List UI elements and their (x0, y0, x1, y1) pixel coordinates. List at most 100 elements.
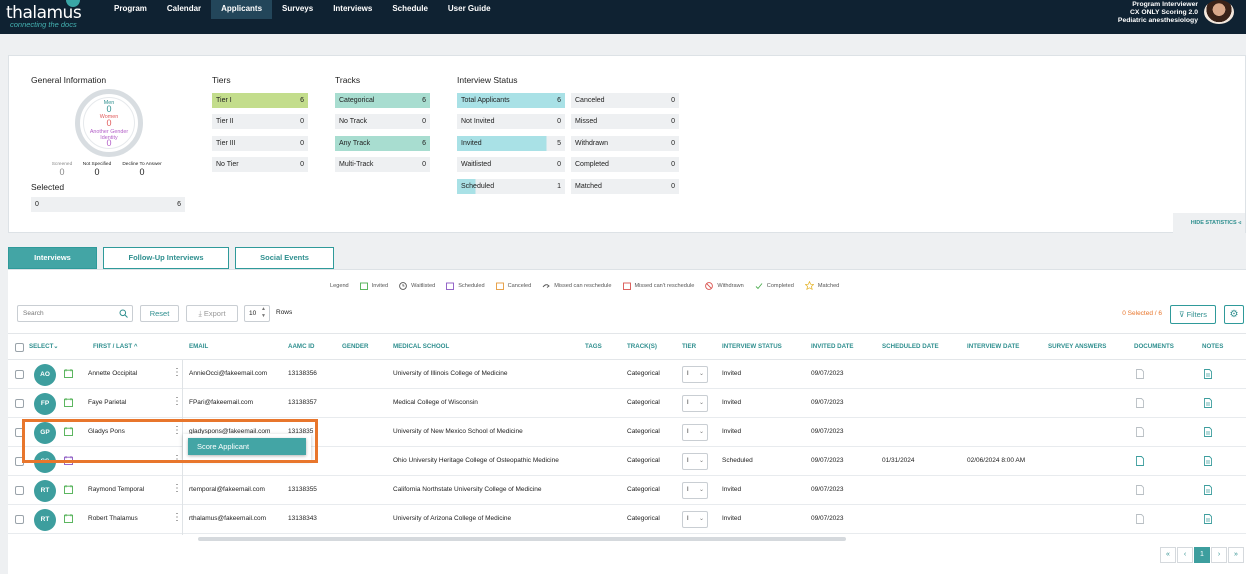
nav-applicants[interactable]: Applicants (211, 0, 273, 19)
col-invited-date[interactable]: INVITED DATE (811, 343, 854, 350)
rows-per-page-select[interactable]: 10 ▲ ▼ (244, 305, 270, 322)
tier-select[interactable]: I ⌄ (682, 511, 708, 528)
table-row[interactable]: GP Gladys Pons ⋮ gladyspons@fakeemail.com 13… (8, 418, 1246, 447)
table-row[interactable]: FP Faye Parietal ⋮ FPari@fakeemail.com 13138… (8, 389, 1246, 418)
col-survey-answers[interactable]: SURVEY ANSWERS (1048, 343, 1107, 350)
no-track-stat[interactable]: No Track 0 (335, 114, 430, 129)
row-actions-kebab-icon[interactable]: ⋮ (172, 454, 182, 465)
col-notes[interactable]: NOTES (1202, 343, 1224, 350)
notes-icon[interactable] (1204, 514, 1212, 524)
hide-statistics-button[interactable]: HIDE STATISTICS ◃ (1173, 213, 1245, 233)
row-checkbox[interactable] (15, 370, 24, 379)
row-checkbox[interactable] (15, 399, 24, 408)
applicant-avatar[interactable]: RT (34, 509, 56, 531)
applicant-name[interactable]: Faye Parietal (88, 399, 127, 406)
row-actions-kebab-icon[interactable]: ⋮ (172, 512, 182, 523)
matched-stat[interactable]: Matched 0 (571, 179, 679, 194)
nav-schedule[interactable]: Schedule (392, 4, 428, 13)
notes-icon[interactable] (1204, 427, 1212, 437)
last-page-button[interactable]: » (1228, 547, 1244, 563)
col-tags[interactable]: TAGS (585, 343, 602, 350)
row-actions-kebab-icon[interactable]: ⋮ (172, 425, 182, 436)
canceled-stat[interactable]: Canceled 0 (571, 93, 679, 108)
applicant-avatar[interactable]: SS (34, 451, 56, 473)
document-icon[interactable] (1136, 485, 1144, 495)
total-applicants-stat[interactable]: Total Applicants 6 (457, 93, 565, 108)
tab-interviews[interactable]: Interviews (8, 247, 97, 269)
notes-icon[interactable] (1204, 485, 1212, 495)
prev-page-button[interactable]: ‹ (1177, 547, 1193, 563)
nav-user-guide[interactable]: User Guide (447, 4, 491, 13)
row-actions-kebab-icon[interactable]: ⋮ (172, 483, 182, 494)
row-checkbox[interactable] (15, 428, 24, 437)
scheduled-stat[interactable]: Scheduled 1 (457, 179, 565, 194)
table-row[interactable]: AO Annette Occipital ⋮ AnnieOcci@fakeemail.… (8, 360, 1246, 389)
col-interview-status[interactable]: INTERVIEW STATUS (722, 343, 782, 350)
col-email[interactable]: EMAIL (189, 343, 209, 350)
tab-social-events[interactable]: Social Events (235, 247, 334, 269)
col-select[interactable]: SELECT⌄ (29, 343, 59, 350)
col-gender[interactable]: GENDER (342, 343, 369, 350)
tier-select[interactable]: I ⌄ (682, 482, 708, 499)
user-avatar[interactable] (1204, 0, 1234, 24)
applicant-name[interactable]: Robert Thalamus (88, 515, 138, 522)
completed-stat[interactable]: Completed 0 (571, 157, 679, 172)
col-first-last[interactable]: FIRST / LAST ^ (93, 343, 138, 350)
applicant-name[interactable]: Annette Occipital (88, 370, 138, 377)
tier-select[interactable]: I ⌄ (682, 395, 708, 412)
nav-calendar[interactable]: Calendar (166, 4, 202, 13)
tier-select[interactable]: I ⌄ (682, 453, 708, 470)
notes-icon[interactable] (1204, 398, 1212, 408)
any-track-stat[interactable]: Any Track 6 (335, 136, 430, 151)
row-actions-kebab-icon[interactable]: ⋮ (172, 367, 182, 378)
document-icon[interactable] (1136, 369, 1144, 379)
col-tracks[interactable]: TRACK(S) (627, 343, 657, 350)
reset-button[interactable]: Reset (140, 305, 179, 322)
col-interview-date[interactable]: INTERVIEW DATE (967, 343, 1020, 350)
applicant-avatar[interactable]: RT (34, 480, 56, 502)
tier-select[interactable]: I ⌄ (682, 366, 708, 383)
first-page-button[interactable]: « (1160, 547, 1176, 563)
col-scheduled-date[interactable]: SCHEDULED DATE (882, 343, 939, 350)
col-medical-school[interactable]: MEDICAL SCHOOL (393, 343, 450, 350)
table-row[interactable]: RT Robert Thalamus ⋮ rthalamus@fakeemail.co… (8, 505, 1246, 534)
row-checkbox[interactable] (15, 515, 24, 524)
document-icon[interactable] (1136, 427, 1144, 437)
applicant-avatar[interactable]: FP (34, 393, 56, 415)
categorical-stat[interactable]: Categorical 6 (335, 93, 430, 108)
applicant-name[interactable]: Raymond Temporal (88, 486, 145, 493)
withdrawn-stat[interactable]: Withdrawn 0 (571, 136, 679, 151)
nav-surveys[interactable]: Surveys (282, 4, 314, 13)
nav-interviews[interactable]: Interviews (333, 4, 373, 13)
document-icon[interactable] (1136, 398, 1144, 408)
tier-select[interactable]: I ⌄ (682, 424, 708, 441)
notes-icon[interactable] (1204, 369, 1212, 379)
tier-iii-stat[interactable]: Tier III 0 (212, 136, 308, 151)
table-row[interactable]: RT Raymond Temporal ⋮ rtemporal@fakeemail.c… (8, 476, 1246, 505)
no-tier-stat[interactable]: No Tier 0 (212, 157, 308, 172)
missed-stat[interactable]: Missed 0 (571, 114, 679, 129)
tab-follow-up-interviews[interactable]: Follow-Up Interviews (103, 247, 229, 269)
applicant-avatar[interactable]: GP (34, 422, 56, 444)
notes-icon[interactable] (1204, 456, 1212, 466)
export-button[interactable]: ⤓ Export (186, 305, 238, 322)
applicant-avatar[interactable]: AO (34, 364, 56, 386)
search-input[interactable]: Search (17, 305, 133, 322)
not-invited-stat[interactable]: Not Invited 0 (457, 114, 565, 129)
waitlisted-stat[interactable]: Waitlisted 0 (457, 157, 565, 172)
col-tier[interactable]: TIER (682, 343, 697, 350)
invited-stat[interactable]: Invited 5 (457, 136, 565, 151)
row-checkbox[interactable] (15, 457, 24, 466)
row-checkbox[interactable] (15, 486, 24, 495)
col-aamc-id[interactable]: AAMC ID (288, 343, 315, 350)
next-page-button[interactable]: › (1211, 547, 1227, 563)
filters-button[interactable]: ⊽ Filters (1170, 305, 1216, 324)
settings-gear-button[interactable]: ⚙ (1224, 305, 1244, 324)
tier-ii-stat[interactable]: Tier II 0 (212, 114, 308, 129)
multi-track-stat[interactable]: Multi-Track 0 (335, 157, 430, 172)
score-applicant-menu-item[interactable]: Score Applicant (188, 438, 306, 455)
applicant-name[interactable]: Gladys Pons (88, 428, 125, 435)
document-icon[interactable] (1136, 456, 1144, 466)
select-all-checkbox[interactable] (15, 343, 24, 352)
row-actions-kebab-icon[interactable]: ⋮ (172, 396, 182, 407)
